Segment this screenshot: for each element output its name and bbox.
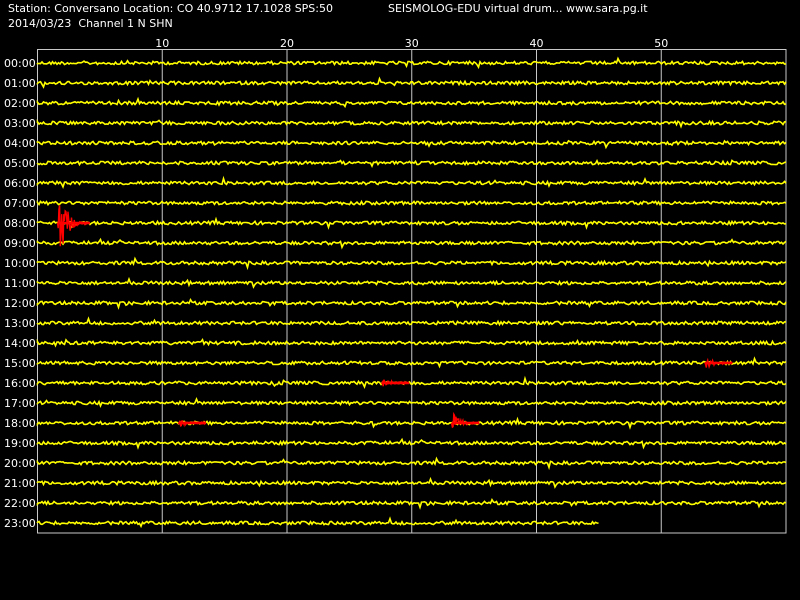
row-label-1100: 11:00 [4,277,36,290]
trace-row-2100 [36,476,787,489]
trace-row-0500 [36,159,787,168]
row-label-1600: 16:00 [4,377,36,390]
row-labels: 00:00 01:00 02:00 03:00 04:00 05:00 06:00 07:00… [4,57,36,530]
x-tick-label-20: 20 [280,37,294,50]
station-info: Station: Conversano Location: CO 40.9712… [8,2,333,15]
trace-row-0100 [36,76,787,89]
x-tick-label-10: 10 [155,37,169,50]
row-label-0600: 06:00 [4,177,36,190]
trace-row-1300 [36,316,786,327]
row-label-0200: 02:00 [4,97,36,110]
trace-row-1600 [36,375,787,390]
row-label-2100: 21:00 [4,477,36,490]
trace-row-2300 [36,516,599,529]
trace-row-1900 [36,437,787,450]
row-label-0900: 09:00 [4,237,36,250]
row-label-0000: 00:00 [4,57,36,70]
trace-row-1400 [36,338,787,348]
trace-row-0800 [36,216,787,230]
row-label-0500: 05:00 [4,157,36,170]
trace-row-0300 [36,119,787,129]
event-mark-5 [451,411,480,429]
trace-row-0400 [36,139,787,150]
row-label-0100: 01:00 [4,77,36,90]
trace-row-0600 [36,175,787,190]
drum-title: SEISMOLOG-EDU virtual drum... www.sara.p… [388,2,648,15]
trace-row-0900 [36,237,787,250]
row-label-1800: 18:00 [4,417,36,430]
row-label-0300: 03:00 [4,117,36,130]
row-label-2200: 22:00 [4,497,36,510]
row-label-1700: 17:00 [4,397,36,410]
chart-grid [37,49,787,534]
trace-row-1100 [36,276,787,289]
trace-row-2200 [36,497,787,510]
row-label-2000: 20:00 [4,457,36,470]
x-tick-labels: 10 20 30 40 50 [155,37,668,50]
row-label-1900: 19:00 [4,437,36,450]
row-label-1500: 15:00 [4,357,36,370]
trace-lines [36,56,787,529]
trace-row-1000 [36,256,787,271]
x-tick-label-50: 50 [654,37,668,50]
row-label-2300: 23:00 [4,517,36,530]
date-channel-info: 2014/03/23 Channel 1 N SHN [8,17,173,30]
row-label-0400: 04:00 [4,137,36,150]
trace-row-1200 [36,297,787,310]
trace-row-2000 [36,456,787,471]
trace-row-1800 [36,416,787,430]
x-tick-label-30: 30 [405,37,419,50]
row-label-0800: 08:00 [4,217,36,230]
trace-row-0000 [36,56,787,70]
trace-row-1500 [36,356,787,369]
trace-row-0200 [36,96,787,109]
event-mark-1 [56,205,90,247]
row-label-1000: 10:00 [4,257,36,270]
trace-row-1700 [36,397,787,409]
trace-row-0700 [36,199,787,207]
row-label-1400: 14:00 [4,337,36,350]
x-tick-label-40: 40 [530,37,544,50]
row-label-1300: 13:00 [4,317,36,330]
row-label-1200: 12:00 [4,297,36,310]
row-label-0700: 07:00 [4,197,36,210]
